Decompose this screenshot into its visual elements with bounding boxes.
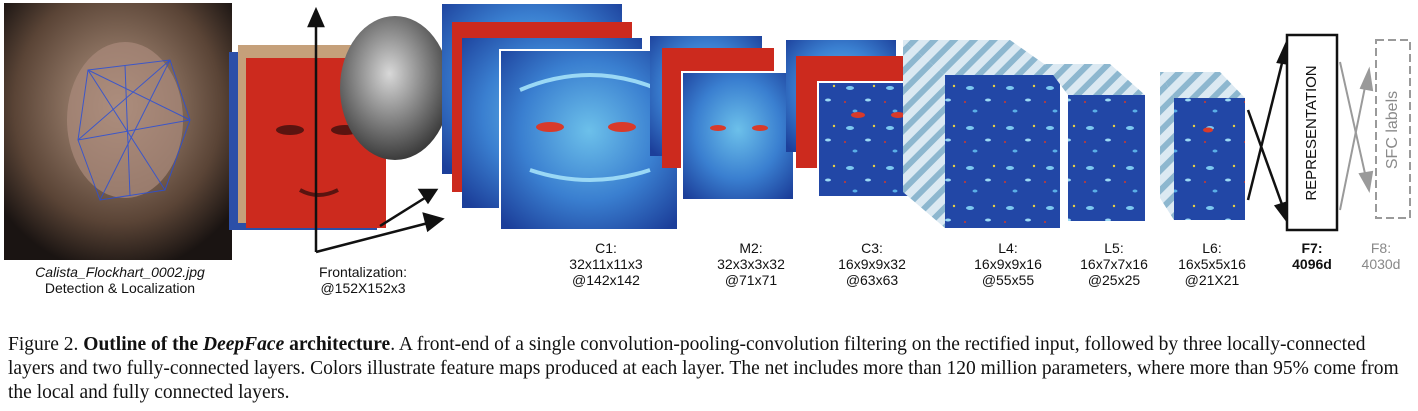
f7-title: F7:: [1301, 240, 1323, 256]
f8-title: F8:: [1370, 240, 1392, 256]
l6-to-f7-connections: [1246, 37, 1293, 226]
c1-title: C1:: [595, 240, 617, 256]
input-label: Calista_Flockhart_0002.jpg Detection & L…: [8, 264, 232, 296]
m2-filter: 32x3x3x32: [717, 256, 785, 272]
caption-bold1: Outline of the: [83, 334, 204, 355]
l6-size: @21X21: [1184, 272, 1240, 288]
c1-feature-maps: [442, 4, 679, 231]
l6-filter: 16x5x5x16: [1178, 256, 1246, 272]
f7-to-f8-connections: [1339, 61, 1374, 211]
l5-title: L5:: [1104, 240, 1124, 256]
frontal-title: Frontalization:: [319, 264, 407, 280]
m2-feature-maps: [650, 36, 795, 201]
figure-caption: Figure 2. Outline of the DeepFace archit…: [8, 333, 1410, 405]
l4-filter: 16x9x9x16: [974, 256, 1042, 272]
c3-filter: 16x9x9x32: [838, 256, 906, 272]
m2-size: @71x71: [724, 272, 778, 288]
c3-title: C3:: [861, 240, 883, 256]
frontal-label: Frontalization: @152X152x3: [290, 264, 436, 296]
l6-title: L6:: [1202, 240, 1222, 256]
frontalization-axes: [307, 6, 445, 254]
3d-face-model: [340, 16, 450, 160]
f7-label: F7: 4096d: [1272, 240, 1352, 272]
caption-deepface: DeepFace: [203, 334, 285, 355]
f7-size: 4096d: [1292, 256, 1332, 272]
l6-label: L6: 16x5x5x16 @21X21: [1162, 240, 1262, 288]
f8-sfc-labels-box: SFC labels: [1375, 39, 1411, 219]
l4-title: L4:: [998, 240, 1018, 256]
m2-title: M2:: [739, 240, 763, 256]
caption-prefix: Figure 2.: [8, 334, 84, 355]
c1-size: @142x142: [572, 272, 640, 288]
l5-feature-maps: [1045, 64, 1145, 221]
f7-representation-box: REPRESENTATION: [1285, 33, 1339, 232]
c1-label: C1: 32x11x11x3 @142x142: [546, 240, 666, 288]
l5-filter: 16x7x7x16: [1080, 256, 1148, 272]
input-face-photo: [4, 3, 232, 260]
f8-size: 4030d: [1361, 256, 1401, 272]
l6-feature-maps: [1160, 72, 1245, 220]
caption-body: . A front-end of a single convolution-po…: [8, 334, 1399, 403]
c3-size: @63x63: [845, 272, 899, 288]
input-caption: Detection & Localization: [44, 280, 196, 296]
l4-label: L4: 16x9x9x16 @55x55: [953, 240, 1063, 288]
representation-label: REPRESENTATION: [1303, 65, 1320, 200]
caption-bold2: architecture: [284, 334, 391, 355]
l5-label: L5: 16x7x7x16 @25x25: [1064, 240, 1164, 288]
c1-filter: 32x11x11x3: [569, 256, 643, 272]
input-filename: Calista_Flockhart_0002.jpg: [35, 264, 205, 280]
f8-label: F8: 4030d: [1346, 240, 1416, 272]
m2-label: M2: 32x3x3x32 @71x71: [696, 240, 806, 288]
l4-size: @55x55: [981, 272, 1035, 288]
l5-size: @25x25: [1087, 272, 1141, 288]
c3-label: C3: 16x9x9x32 @63x63: [817, 240, 927, 288]
sfc-labels-label: SFC labels: [1384, 91, 1401, 169]
l4-feature-maps: [903, 40, 1060, 228]
frontal-size: @152X152x3: [320, 280, 406, 296]
